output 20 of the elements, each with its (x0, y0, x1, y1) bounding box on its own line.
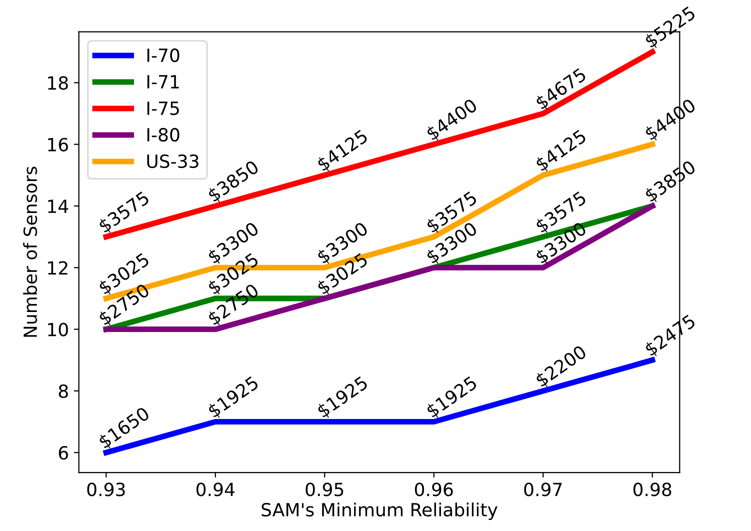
y-tick-label: 12 (48, 261, 68, 274)
legend-label: I-71 (147, 75, 179, 88)
y-tick-label: 16 (48, 138, 68, 152)
y-tick-label: 8 (58, 384, 68, 398)
x-tick-label: 0.98 (633, 482, 672, 496)
y-tick-label: 18 (48, 76, 68, 90)
x-tick-label: 0.93 (87, 482, 125, 496)
x-axis-title: SAM's Minimum Reliability (262, 502, 498, 520)
y-tick-label: 10 (48, 322, 68, 336)
legend-label: I-75 (147, 102, 179, 116)
legend-label: I-80 (147, 128, 180, 142)
x-tick-label: 0.96 (414, 482, 453, 496)
y-axis-title: Number of Sensors (23, 166, 38, 337)
legend-label: I-70 (147, 48, 180, 62)
x-tick-label: 0.95 (306, 482, 344, 496)
y-tick-label: 14 (48, 200, 68, 213)
x-tick-label: 0.97 (524, 482, 562, 496)
y-tick-label: 6 (58, 446, 68, 460)
x-tick-label: 0.94 (196, 482, 234, 496)
legend-label: US-33 (147, 154, 198, 168)
